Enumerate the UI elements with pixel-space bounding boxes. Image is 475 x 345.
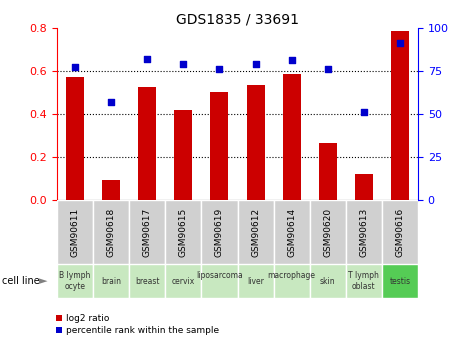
Bar — [210, 92, 228, 200]
Bar — [165, 200, 201, 264]
Text: GSM90618: GSM90618 — [107, 207, 115, 257]
Text: GSM90617: GSM90617 — [143, 207, 152, 257]
Bar — [102, 180, 120, 200]
Point — [324, 66, 332, 72]
Bar — [165, 264, 201, 298]
Text: GSM90613: GSM90613 — [360, 207, 368, 257]
Point — [396, 40, 404, 46]
Bar — [174, 110, 192, 200]
Bar — [310, 200, 346, 264]
Text: macrophage: macrophage — [267, 272, 316, 291]
Bar — [391, 31, 409, 200]
Bar — [93, 200, 129, 264]
Text: ►: ► — [39, 276, 48, 286]
Bar — [57, 200, 93, 264]
Point — [252, 61, 259, 67]
Bar — [93, 264, 129, 298]
Bar — [238, 264, 274, 298]
Title: GDS1835 / 33691: GDS1835 / 33691 — [176, 12, 299, 27]
Text: liposarcoma: liposarcoma — [196, 272, 243, 291]
Text: GSM90619: GSM90619 — [215, 207, 224, 257]
Bar — [382, 200, 418, 264]
Text: GSM90615: GSM90615 — [179, 207, 188, 257]
Text: brain: brain — [101, 277, 121, 286]
Bar — [355, 174, 373, 200]
Bar — [274, 200, 310, 264]
Bar — [57, 264, 93, 298]
Bar — [201, 200, 238, 264]
Text: cervix: cervix — [172, 277, 195, 286]
Point — [180, 61, 187, 67]
Text: skin: skin — [320, 277, 335, 286]
Bar — [382, 264, 418, 298]
Bar — [346, 200, 382, 264]
Bar — [129, 200, 165, 264]
Text: GSM90612: GSM90612 — [251, 207, 260, 257]
Text: breast: breast — [135, 277, 160, 286]
Bar — [274, 264, 310, 298]
Bar — [138, 87, 156, 200]
Point — [360, 109, 368, 115]
Text: testis: testis — [390, 277, 410, 286]
Bar — [66, 77, 84, 200]
Text: GSM90620: GSM90620 — [323, 207, 332, 257]
Text: GSM90614: GSM90614 — [287, 207, 296, 257]
Point — [71, 65, 79, 70]
Text: B lymph
ocyte: B lymph ocyte — [59, 272, 91, 291]
Text: GSM90616: GSM90616 — [396, 207, 404, 257]
Text: GSM90611: GSM90611 — [71, 207, 79, 257]
Point — [216, 66, 223, 72]
Bar — [310, 264, 346, 298]
Bar — [346, 264, 382, 298]
Legend: log2 ratio, percentile rank within the sample: log2 ratio, percentile rank within the s… — [52, 311, 222, 339]
Text: liver: liver — [247, 277, 264, 286]
Point — [143, 56, 151, 61]
Bar — [129, 264, 165, 298]
Bar — [247, 85, 265, 200]
Bar — [201, 264, 238, 298]
Bar — [319, 143, 337, 200]
Point — [288, 58, 295, 63]
Point — [107, 99, 115, 105]
Bar — [283, 74, 301, 200]
Bar — [238, 200, 274, 264]
Text: cell line: cell line — [2, 276, 40, 286]
Text: T lymph
oblast: T lymph oblast — [349, 272, 379, 291]
